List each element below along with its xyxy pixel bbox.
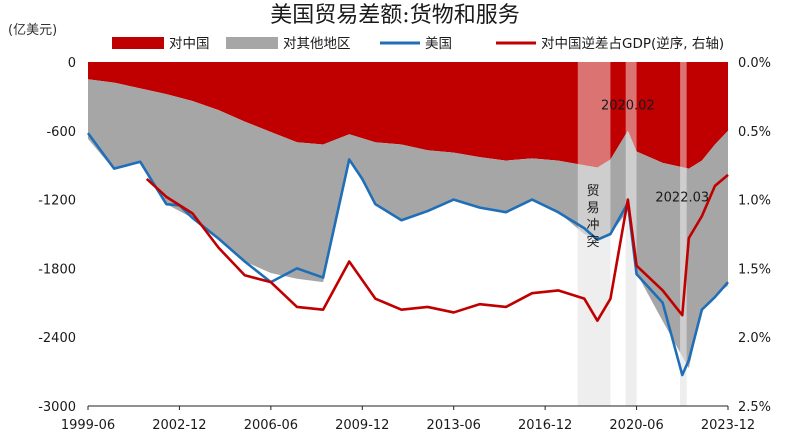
left-tick-label: -3000 [38, 400, 76, 415]
legend-label-china: 对中国 [169, 36, 210, 52]
line-series [86, 132, 729, 377]
left-tick-label: -1200 [38, 194, 76, 209]
right-tick-label: 2.5% [738, 400, 771, 415]
legend-label-us: 美国 [425, 36, 452, 52]
x-tick-label: 2023-12 [701, 418, 755, 433]
x-tick-label: 2016-12 [518, 418, 572, 433]
chart-title: 美国贸易差额:货物和服务 [270, 3, 519, 28]
x-tick-label: 2013-06 [427, 418, 481, 433]
area-other-regions [88, 79, 728, 369]
axes: 0 -600 -1200 -1800 -2400 -3000 0.0% 0.5% 1.0% 1.5… [38, 56, 771, 433]
line-us [86, 132, 729, 377]
left-tick-label: 0 [68, 56, 76, 71]
legend-label-gdp: 对中国逆差占GDP(逆序, 右轴) [541, 36, 724, 52]
legend-label-others: 对其他地区 [283, 36, 351, 52]
annotation-trade-conflict-char: 冲 [587, 218, 600, 233]
annotation-0: 2020.02 [601, 99, 655, 114]
line-china-deficit-gdp [145, 173, 729, 322]
x-tick-label: 2006-06 [244, 418, 298, 433]
legend: 对中国 对其他地区 美国 对中国逆差占GDP(逆序, 右轴) [112, 36, 724, 52]
right-tick-label: 1.5% [738, 262, 771, 277]
left-tick-label: -1800 [38, 262, 76, 277]
annotation-trade-conflict-char: 易 [587, 201, 600, 216]
x-tick-label: 2009-12 [335, 418, 389, 433]
right-tick-label: 2.0% [738, 331, 771, 346]
left-axis-unit-label: (亿美元) [8, 23, 57, 38]
annotation-2: 2022.03 [655, 190, 709, 205]
legend-swatch-china [112, 37, 164, 49]
legend-swatch-others [226, 37, 278, 49]
shaded-period-overlay-0 [577, 62, 611, 406]
left-tick-label: -2400 [38, 331, 76, 346]
left-tick-label: -600 [46, 125, 76, 140]
shaded-period-overlay-2 [680, 62, 687, 406]
area-series [88, 62, 728, 406]
x-tick-label: 1999-06 [61, 418, 115, 433]
right-tick-label: 0.5% [738, 125, 771, 140]
area-china [88, 62, 728, 169]
right-tick-label: 0.0% [738, 56, 771, 71]
annotation-trade-conflict-char: 贸 [587, 184, 600, 199]
x-tick-label: 2020-06 [609, 418, 663, 433]
x-tick-label: 2002-12 [152, 418, 206, 433]
annotation-trade-conflict-char: 突 [587, 234, 600, 250]
right-tick-label: 1.0% [738, 194, 771, 209]
